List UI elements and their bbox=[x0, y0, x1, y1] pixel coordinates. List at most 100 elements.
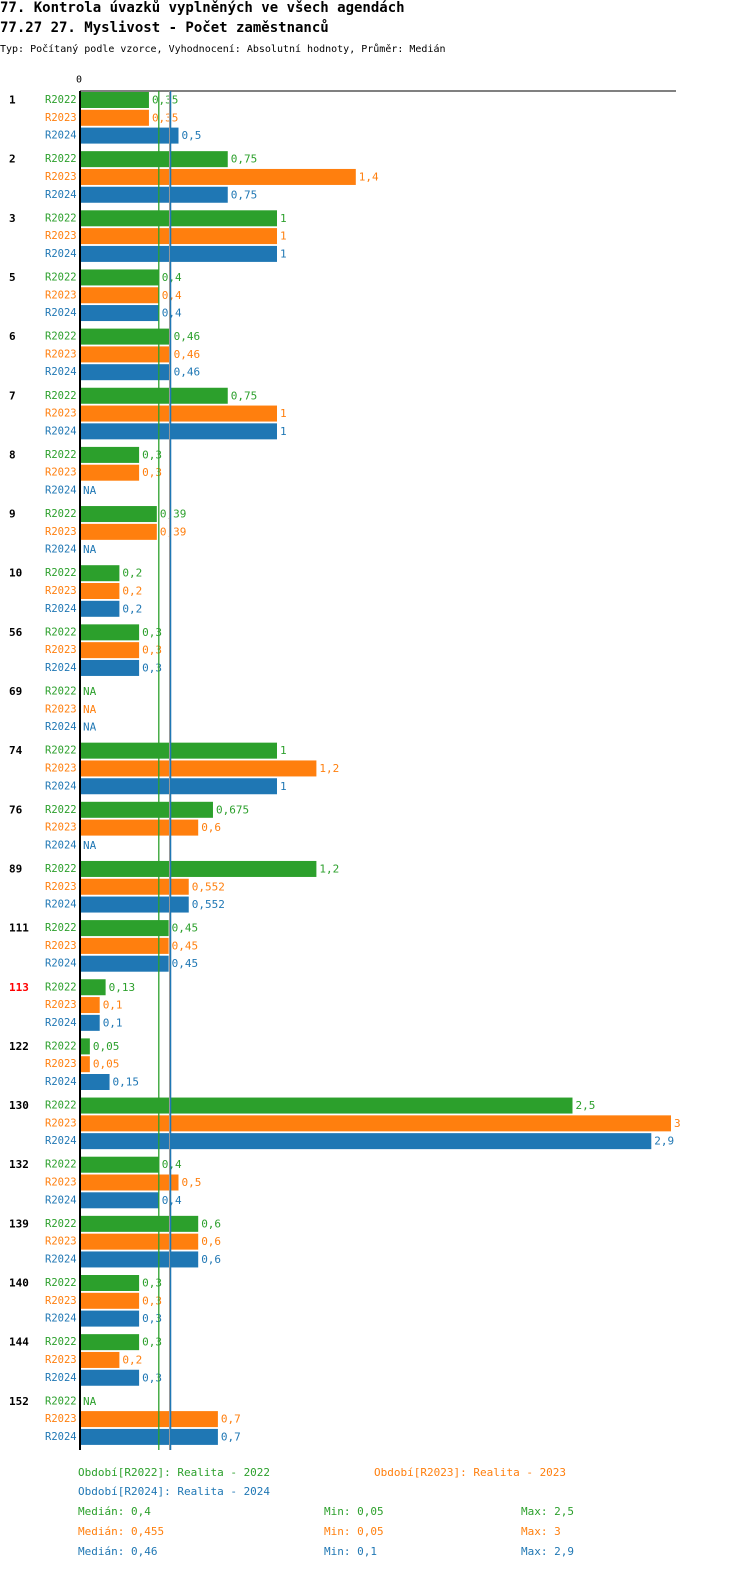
data-label: 0,3 bbox=[142, 1277, 162, 1290]
data-label: 0,3 bbox=[142, 448, 162, 461]
series-label: R2024 bbox=[45, 1431, 77, 1443]
data-label: 0,1 bbox=[103, 1016, 123, 1029]
bar bbox=[80, 1275, 140, 1291]
bar bbox=[80, 1351, 120, 1368]
category-label: 3 bbox=[9, 212, 16, 225]
bar bbox=[80, 109, 149, 126]
data-label: NA bbox=[83, 685, 97, 698]
series-label: R2022 bbox=[45, 212, 77, 224]
legend-min-r2023: Min: 0,05 bbox=[324, 1525, 384, 1538]
legend-median-r2022: Medián: 0,4 bbox=[78, 1505, 151, 1518]
bar bbox=[80, 346, 171, 363]
data-label: 0,3 bbox=[142, 1371, 162, 1384]
series-label: R2023 bbox=[45, 1295, 77, 1307]
series-label: R2023 bbox=[45, 1236, 77, 1248]
data-label: 0,3 bbox=[142, 1294, 162, 1307]
bar bbox=[80, 778, 277, 795]
data-label: 0,35 bbox=[152, 94, 179, 107]
series-label: R2023 bbox=[45, 1117, 77, 1129]
series-label: R2024 bbox=[45, 958, 77, 970]
category-label: 56 bbox=[9, 626, 23, 639]
bar bbox=[80, 269, 159, 286]
series-label: R2023 bbox=[45, 112, 77, 124]
bar bbox=[80, 1056, 90, 1073]
series-label: R2024 bbox=[45, 425, 77, 437]
bar bbox=[80, 127, 179, 144]
bar bbox=[80, 801, 213, 818]
legend-min-r2024: Min: 0,1 bbox=[324, 1545, 377, 1558]
bar bbox=[80, 979, 106, 996]
bar bbox=[80, 955, 169, 972]
bar bbox=[80, 364, 171, 381]
series-label: R2024 bbox=[45, 130, 77, 142]
series-label: R2024 bbox=[45, 662, 77, 674]
category-label: 74 bbox=[9, 744, 23, 757]
chart-description: Typ: Počítaný podle vzorce, Vyhodnocení:… bbox=[0, 44, 446, 55]
chart-subtitle: 77.27 27. Myslivost - Počet zaměstnanců bbox=[0, 20, 329, 36]
bar bbox=[80, 1133, 652, 1150]
data-label: 0,2 bbox=[122, 585, 142, 598]
bar bbox=[80, 228, 277, 245]
data-label: 0,6 bbox=[201, 1235, 221, 1248]
series-label: R2023 bbox=[45, 289, 77, 301]
legend-min-r2022: Min: 0,05 bbox=[324, 1505, 384, 1518]
series-label: R2024 bbox=[45, 1135, 77, 1147]
category-label: 69 bbox=[9, 685, 22, 698]
series-label: R2024 bbox=[45, 839, 77, 851]
series-label: R2024 bbox=[45, 1017, 77, 1029]
category-label: 76 bbox=[9, 803, 23, 816]
category-label: 152 bbox=[9, 1395, 29, 1408]
category-label: 2 bbox=[9, 153, 16, 166]
data-label: 0,675 bbox=[216, 803, 249, 816]
data-label: 0,2 bbox=[122, 567, 142, 580]
bar bbox=[80, 624, 140, 641]
bar bbox=[80, 151, 228, 168]
category-label: 10 bbox=[9, 567, 22, 580]
series-label: R2022 bbox=[45, 153, 77, 165]
data-label: 0,39 bbox=[160, 508, 187, 521]
data-label: 0,3 bbox=[142, 466, 162, 479]
data-label: 2,9 bbox=[654, 1135, 674, 1148]
data-label: NA bbox=[83, 721, 97, 734]
data-label: 0,3 bbox=[142, 626, 162, 639]
bar bbox=[80, 1174, 179, 1191]
series-label: R2022 bbox=[45, 271, 77, 283]
category-label: 1 bbox=[9, 94, 16, 107]
data-label: 0,4 bbox=[162, 307, 182, 320]
bar bbox=[80, 1038, 90, 1055]
series-label: R2023 bbox=[45, 999, 77, 1011]
bar bbox=[80, 506, 157, 523]
bar bbox=[80, 523, 157, 540]
bar bbox=[80, 819, 199, 836]
legend-max-r2022: Max: 2,5 bbox=[521, 1505, 574, 1518]
data-label: 1,4 bbox=[359, 170, 379, 183]
series-label: R2022 bbox=[45, 508, 77, 520]
data-label: 0,3 bbox=[142, 644, 162, 657]
data-label: 0,2 bbox=[122, 1353, 142, 1366]
bar bbox=[80, 210, 277, 227]
bar bbox=[80, 1233, 199, 1250]
data-label: 0,2 bbox=[122, 602, 142, 615]
series-label: R2024 bbox=[45, 544, 77, 556]
series-label: R2023 bbox=[45, 1177, 77, 1189]
bar bbox=[80, 1428, 218, 1445]
series-label: R2022 bbox=[45, 863, 77, 875]
series-label: R2023 bbox=[45, 585, 77, 597]
bar bbox=[80, 168, 356, 185]
series-label: R2022 bbox=[45, 922, 77, 934]
category-label: 9 bbox=[9, 508, 16, 521]
data-label: 0,05 bbox=[93, 1040, 120, 1053]
data-label: 0,1 bbox=[103, 999, 123, 1012]
series-label: R2024 bbox=[45, 248, 77, 260]
data-label: 0,45 bbox=[172, 957, 199, 970]
data-label: 0,4 bbox=[162, 289, 182, 302]
category-label: 111 bbox=[9, 922, 29, 935]
data-label: 1,2 bbox=[319, 762, 339, 775]
bar bbox=[80, 423, 277, 440]
bar bbox=[80, 659, 140, 676]
data-label: 0,5 bbox=[182, 129, 202, 142]
legend-period-r2024: Období[R2024]: Realita - 2024 bbox=[78, 1485, 271, 1498]
series-label: R2022 bbox=[45, 981, 77, 993]
data-label: 0,3 bbox=[142, 1336, 162, 1349]
data-label: 0,3 bbox=[142, 1312, 162, 1325]
